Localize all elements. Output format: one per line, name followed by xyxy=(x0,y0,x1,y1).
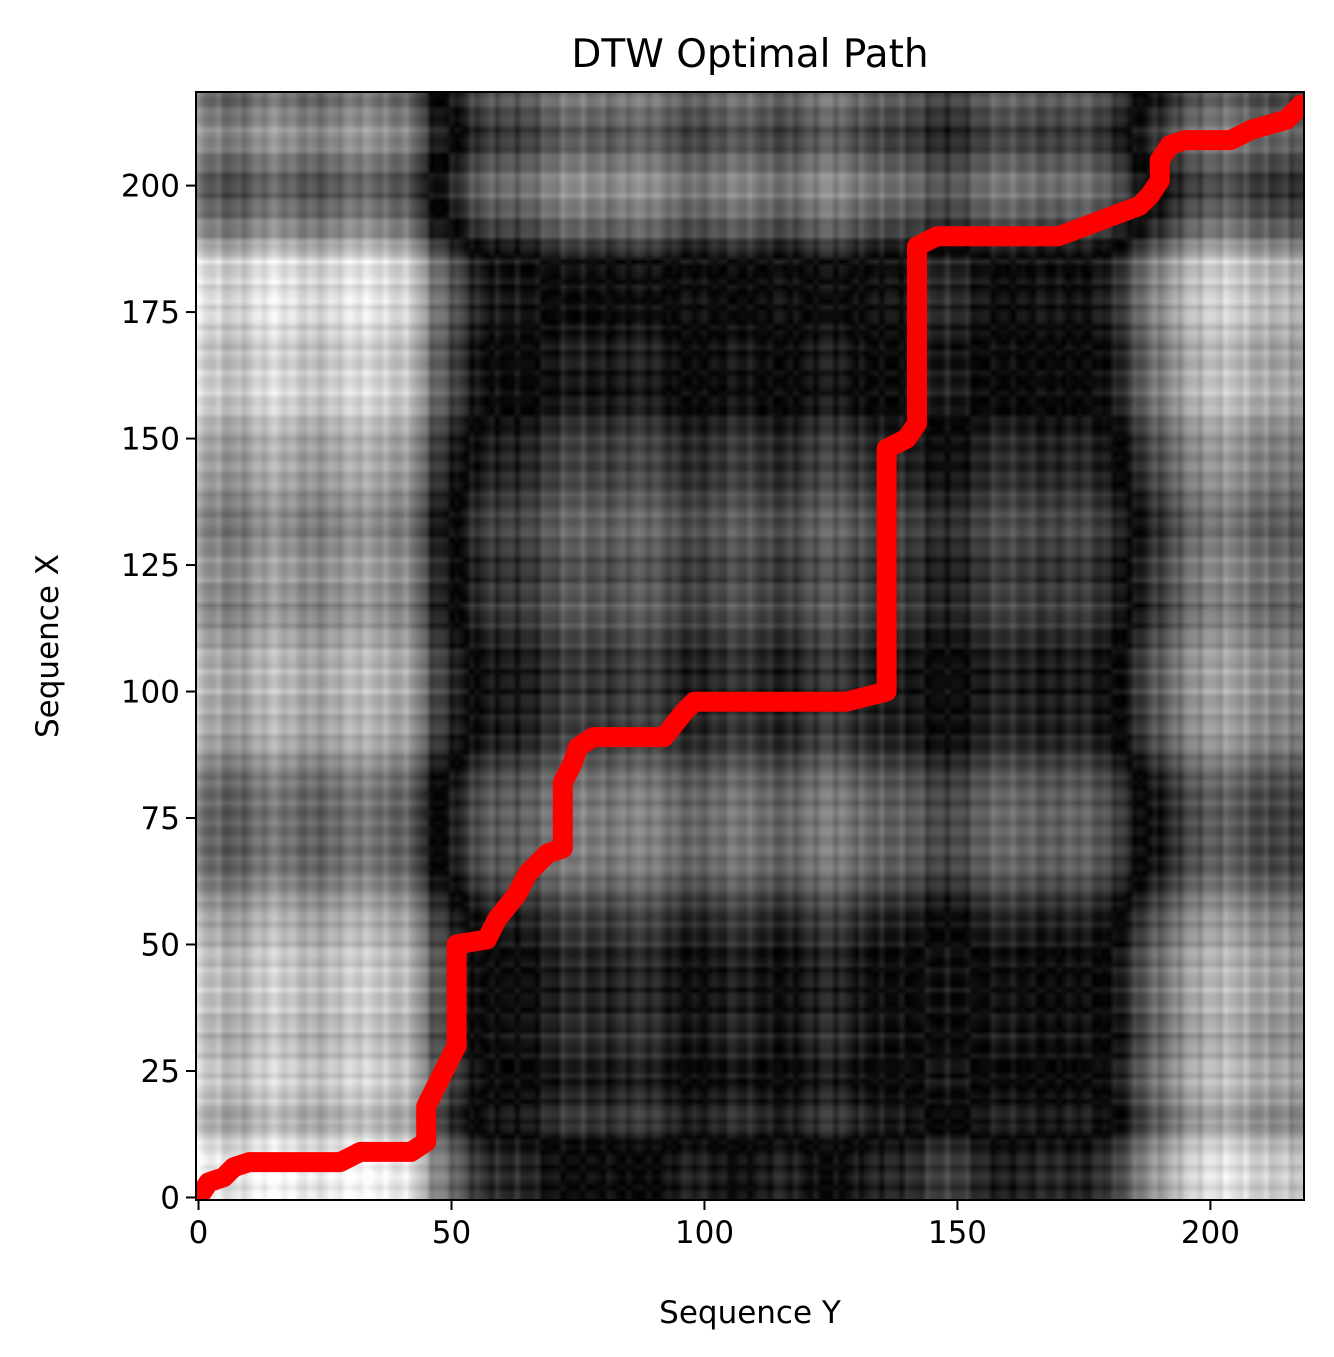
heatmap-image xyxy=(196,92,1304,1200)
y-tick-label: 175 xyxy=(121,295,180,331)
x-tick-label: 0 xyxy=(189,1215,209,1251)
x-tick-label: 200 xyxy=(1181,1215,1240,1251)
y-tick-label: 200 xyxy=(121,169,180,205)
cost-matrix-heatmap xyxy=(196,92,1304,1200)
chart-title: DTW Optimal Path xyxy=(571,32,928,77)
y-tick-label: 150 xyxy=(121,422,180,458)
x-tick-label: 100 xyxy=(675,1215,734,1251)
x-tick-label: 150 xyxy=(928,1215,987,1251)
y-tick-label: 25 xyxy=(141,1054,180,1090)
y-tick-label: 75 xyxy=(141,801,180,837)
y-axis-label: Sequence X xyxy=(30,554,66,738)
y-tick-label: 125 xyxy=(121,548,180,584)
y-tick-label: 100 xyxy=(121,675,180,711)
x-axis-label: Sequence Y xyxy=(659,1295,841,1331)
y-tick-label: 50 xyxy=(141,928,180,964)
y-tick-label: 0 xyxy=(160,1180,180,1216)
x-tick-label: 50 xyxy=(432,1215,471,1251)
